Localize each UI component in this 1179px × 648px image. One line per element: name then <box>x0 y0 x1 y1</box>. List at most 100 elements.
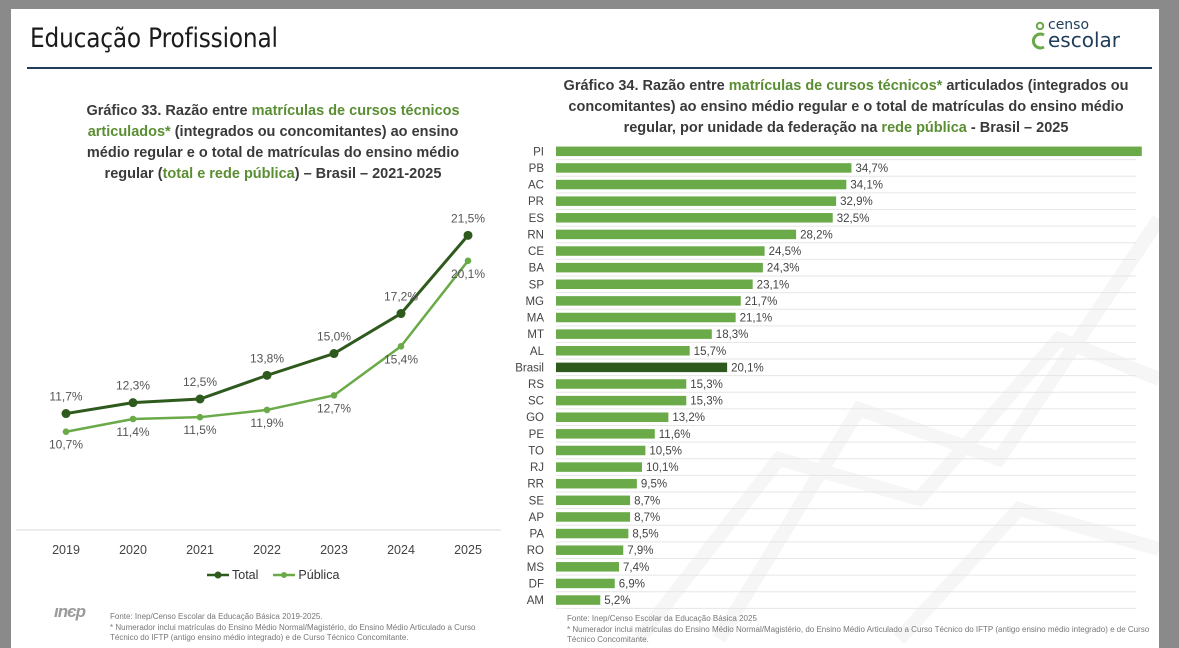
y-tick-label: PR <box>528 196 544 208</box>
data-label: 15,7% <box>694 346 727 358</box>
logo-text: censo escolar <box>1048 17 1120 52</box>
y-tick-label: ES <box>529 213 545 225</box>
legend-label-total: Total <box>232 568 259 582</box>
x-tick-label: 2021 <box>186 543 214 557</box>
data-label: 13,2% <box>672 412 705 424</box>
report-page: Educação Profissional censo escolar Gráf… <box>11 9 1159 648</box>
y-tick-label: PB <box>529 163 545 175</box>
y-tick-label: RJ <box>530 462 544 474</box>
data-label: 5,2% <box>604 595 630 607</box>
bar <box>556 213 833 223</box>
data-label: 7,9% <box>627 545 653 557</box>
y-tick-label: MG <box>525 296 544 308</box>
legend-swatch-publica <box>273 572 296 578</box>
chart33-title-part: ) – Brasil – 2021-2025 <box>294 166 442 182</box>
footnote-note: * Numerador inclui matrículas do Ensino … <box>567 624 1150 645</box>
x-tick-label: 2020 <box>119 543 147 557</box>
data-label: 6,9% <box>619 578 645 590</box>
data-label: 34,7% <box>855 163 888 175</box>
data-label: 10,7% <box>49 438 83 452</box>
data-label: 8,5% <box>632 529 658 541</box>
bar <box>556 229 797 240</box>
y-tick-label: BA <box>529 263 545 275</box>
chart33-title: Gráfico 33. Razão entre matrículas de cu… <box>73 101 473 185</box>
series-line-publica <box>65 260 469 433</box>
bar <box>556 262 763 273</box>
censo-escolar-logo: censo escolar <box>1031 17 1127 61</box>
bar <box>556 495 631 506</box>
data-label: 10,5% <box>649 445 682 457</box>
chart34-title-highlight: matrículas de cursos técnicos* <box>728 78 943 94</box>
y-tick-label: MT <box>527 329 544 341</box>
bar <box>556 395 687 406</box>
bar <box>556 246 765 256</box>
chart33-footnote: Fonte: Inep/Censo Escolar da Educação Bá… <box>110 612 485 644</box>
y-tick-label: MA <box>527 313 545 325</box>
bar <box>556 146 1142 157</box>
data-label: 23,1% <box>757 279 790 291</box>
logo-icon <box>1031 21 1045 50</box>
title-divider <box>27 67 1152 69</box>
data-label: 12,5% <box>183 375 217 389</box>
bar <box>556 478 637 489</box>
data-point <box>129 415 137 423</box>
y-tick-label: GO <box>526 412 544 424</box>
bar <box>556 412 669 422</box>
x-tick-label: 2019 <box>52 543 80 557</box>
data-point <box>263 406 271 414</box>
bar <box>556 562 620 572</box>
bar <box>556 545 624 555</box>
y-tick-label: SP <box>529 279 545 291</box>
y-tick-label: AC <box>528 180 544 192</box>
inep-logo: ınєp <box>54 602 86 621</box>
bar <box>556 346 690 356</box>
bar <box>556 512 631 522</box>
legend-swatch-total <box>207 571 229 579</box>
data-label: 11,6% <box>659 429 691 441</box>
x-tick-label: 2025 <box>454 543 482 557</box>
data-label: 8,7% <box>634 495 660 507</box>
data-point <box>464 257 472 265</box>
data-label: 20,1% <box>731 362 764 374</box>
chart34-title-highlight: rede pública <box>881 120 967 136</box>
footnote-note: * Numerador inclui matrículas do Ensino … <box>110 622 476 643</box>
data-label: 11,4% <box>116 425 149 439</box>
data-label: 11,7% <box>49 390 82 404</box>
data-label: 34,1% <box>850 180 883 192</box>
bar <box>556 362 728 373</box>
bar <box>556 528 629 539</box>
bar <box>556 163 852 173</box>
logo-line1: censo <box>1048 17 1090 33</box>
y-tick-label: RO <box>527 545 544 557</box>
x-tick-label: 2022 <box>253 543 281 557</box>
data-label: 21,1% <box>740 313 773 325</box>
data-point <box>463 230 473 240</box>
data-label: 21,7% <box>745 296 778 308</box>
bar <box>556 462 642 472</box>
y-tick-label: RR <box>527 479 544 491</box>
logo-line2: escolar <box>1048 28 1120 52</box>
data-point <box>329 349 339 359</box>
data-label: 28,2% <box>800 229 833 241</box>
bar <box>556 578 615 589</box>
data-label: 17,2% <box>384 290 418 304</box>
data-label: 15,0% <box>317 330 351 344</box>
x-tick-label: 2023 <box>320 543 348 557</box>
bar <box>556 379 687 389</box>
bar <box>556 296 741 306</box>
data-label: 32,9% <box>840 196 873 208</box>
chart34-title: Gráfico 34. Razão entre matrículas de cu… <box>556 76 1136 139</box>
data-label: 7,4% <box>623 562 649 574</box>
x-tick-label: 2024 <box>387 543 415 557</box>
data-point <box>61 409 71 419</box>
chart33-title-highlight: matrículas de cursos técnicos articulado… <box>87 103 460 140</box>
line-chart: 2019 2020 2021 2022 2023 2024 2025 11,7% 12,3% 12… <box>16 211 501 557</box>
y-tick-label: RN <box>527 229 544 241</box>
data-point <box>128 398 138 408</box>
y-tick-label: AM <box>527 595 544 607</box>
y-tick-label: TO <box>528 445 544 457</box>
bar <box>556 279 753 290</box>
data-label: 9,5% <box>641 479 667 491</box>
data-label: 10,1% <box>646 462 679 474</box>
data-label: 21,5% <box>451 211 485 225</box>
